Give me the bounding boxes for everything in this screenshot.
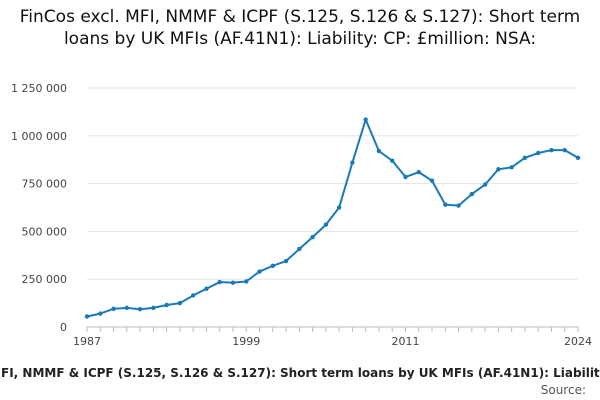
- data-point[interactable]: [403, 174, 408, 180]
- data-point[interactable]: [390, 158, 395, 163]
- y-tick-label: 500 000: [22, 225, 68, 238]
- data-point[interactable]: [297, 246, 302, 252]
- data-point[interactable]: [230, 280, 236, 285]
- data-point[interactable]: [137, 307, 143, 312]
- series-line: [86, 118, 579, 318]
- data-point[interactable]: [283, 258, 289, 264]
- data-point[interactable]: [323, 222, 329, 227]
- chart-title: FinCos excl. MFI, NMMF & ICPF (S.125, S.…: [19, 7, 581, 49]
- data-point[interactable]: [190, 293, 196, 298]
- data-point[interactable]: [363, 117, 368, 122]
- data-point[interactable]: [456, 203, 461, 208]
- data-point[interactable]: [469, 191, 475, 197]
- data-point[interactable]: [217, 279, 222, 285]
- y-tick-label: 250 000: [22, 273, 68, 286]
- data-point[interactable]: [522, 155, 528, 160]
- data-point[interactable]: [257, 269, 262, 274]
- data-point[interactable]: [549, 147, 554, 153]
- data-point[interactable]: [177, 300, 183, 306]
- data-point[interactable]: [575, 155, 581, 160]
- data-point[interactable]: [496, 167, 501, 172]
- x-tick-label: 1999: [232, 335, 260, 348]
- data-point[interactable]: [111, 306, 116, 312]
- points-layer: [84, 117, 581, 319]
- data-point[interactable]: [350, 160, 355, 165]
- x-tick-label: 1987: [73, 335, 101, 348]
- data-point[interactable]: [151, 305, 156, 311]
- data-point[interactable]: [164, 302, 169, 308]
- legend: FinCos excl. MFI, NMMF & ICPF (S.125, S.…: [0, 366, 600, 380]
- axes: 0 250 000 500 000 750 000 1 000 000 1 250 000…: [11, 82, 592, 348]
- source-label: Source:: [540, 383, 586, 397]
- data-point[interactable]: [429, 178, 435, 183]
- data-point[interactable]: [204, 286, 209, 291]
- y-tick-label: 1 000 000: [11, 130, 67, 143]
- data-point[interactable]: [416, 169, 421, 175]
- data-point[interactable]: [98, 311, 103, 316]
- data-point[interactable]: [310, 234, 315, 240]
- data-point[interactable]: [376, 148, 382, 154]
- data-point[interactable]: [84, 314, 90, 319]
- data-point[interactable]: [482, 182, 488, 187]
- data-point[interactable]: [244, 279, 249, 284]
- series-layer: [86, 118, 579, 318]
- y-tick-label: 0: [60, 321, 67, 334]
- data-point[interactable]: [270, 263, 275, 269]
- y-tick-label: 750 000: [22, 178, 68, 191]
- x-tick-label: 2024: [564, 335, 592, 348]
- data-point[interactable]: [443, 202, 448, 207]
- data-point[interactable]: [535, 150, 541, 156]
- legend-series-label: FinCos excl. MFI, NMMF & ICPF (S.125, S.…: [0, 366, 600, 380]
- data-point[interactable]: [124, 305, 130, 311]
- x-tick-label: 2011: [391, 335, 419, 348]
- data-point[interactable]: [336, 205, 342, 210]
- data-point[interactable]: [562, 147, 567, 153]
- y-tick-label: 1 250 000: [11, 82, 67, 95]
- gridlines: [87, 87, 578, 328]
- data-point[interactable]: [509, 165, 514, 170]
